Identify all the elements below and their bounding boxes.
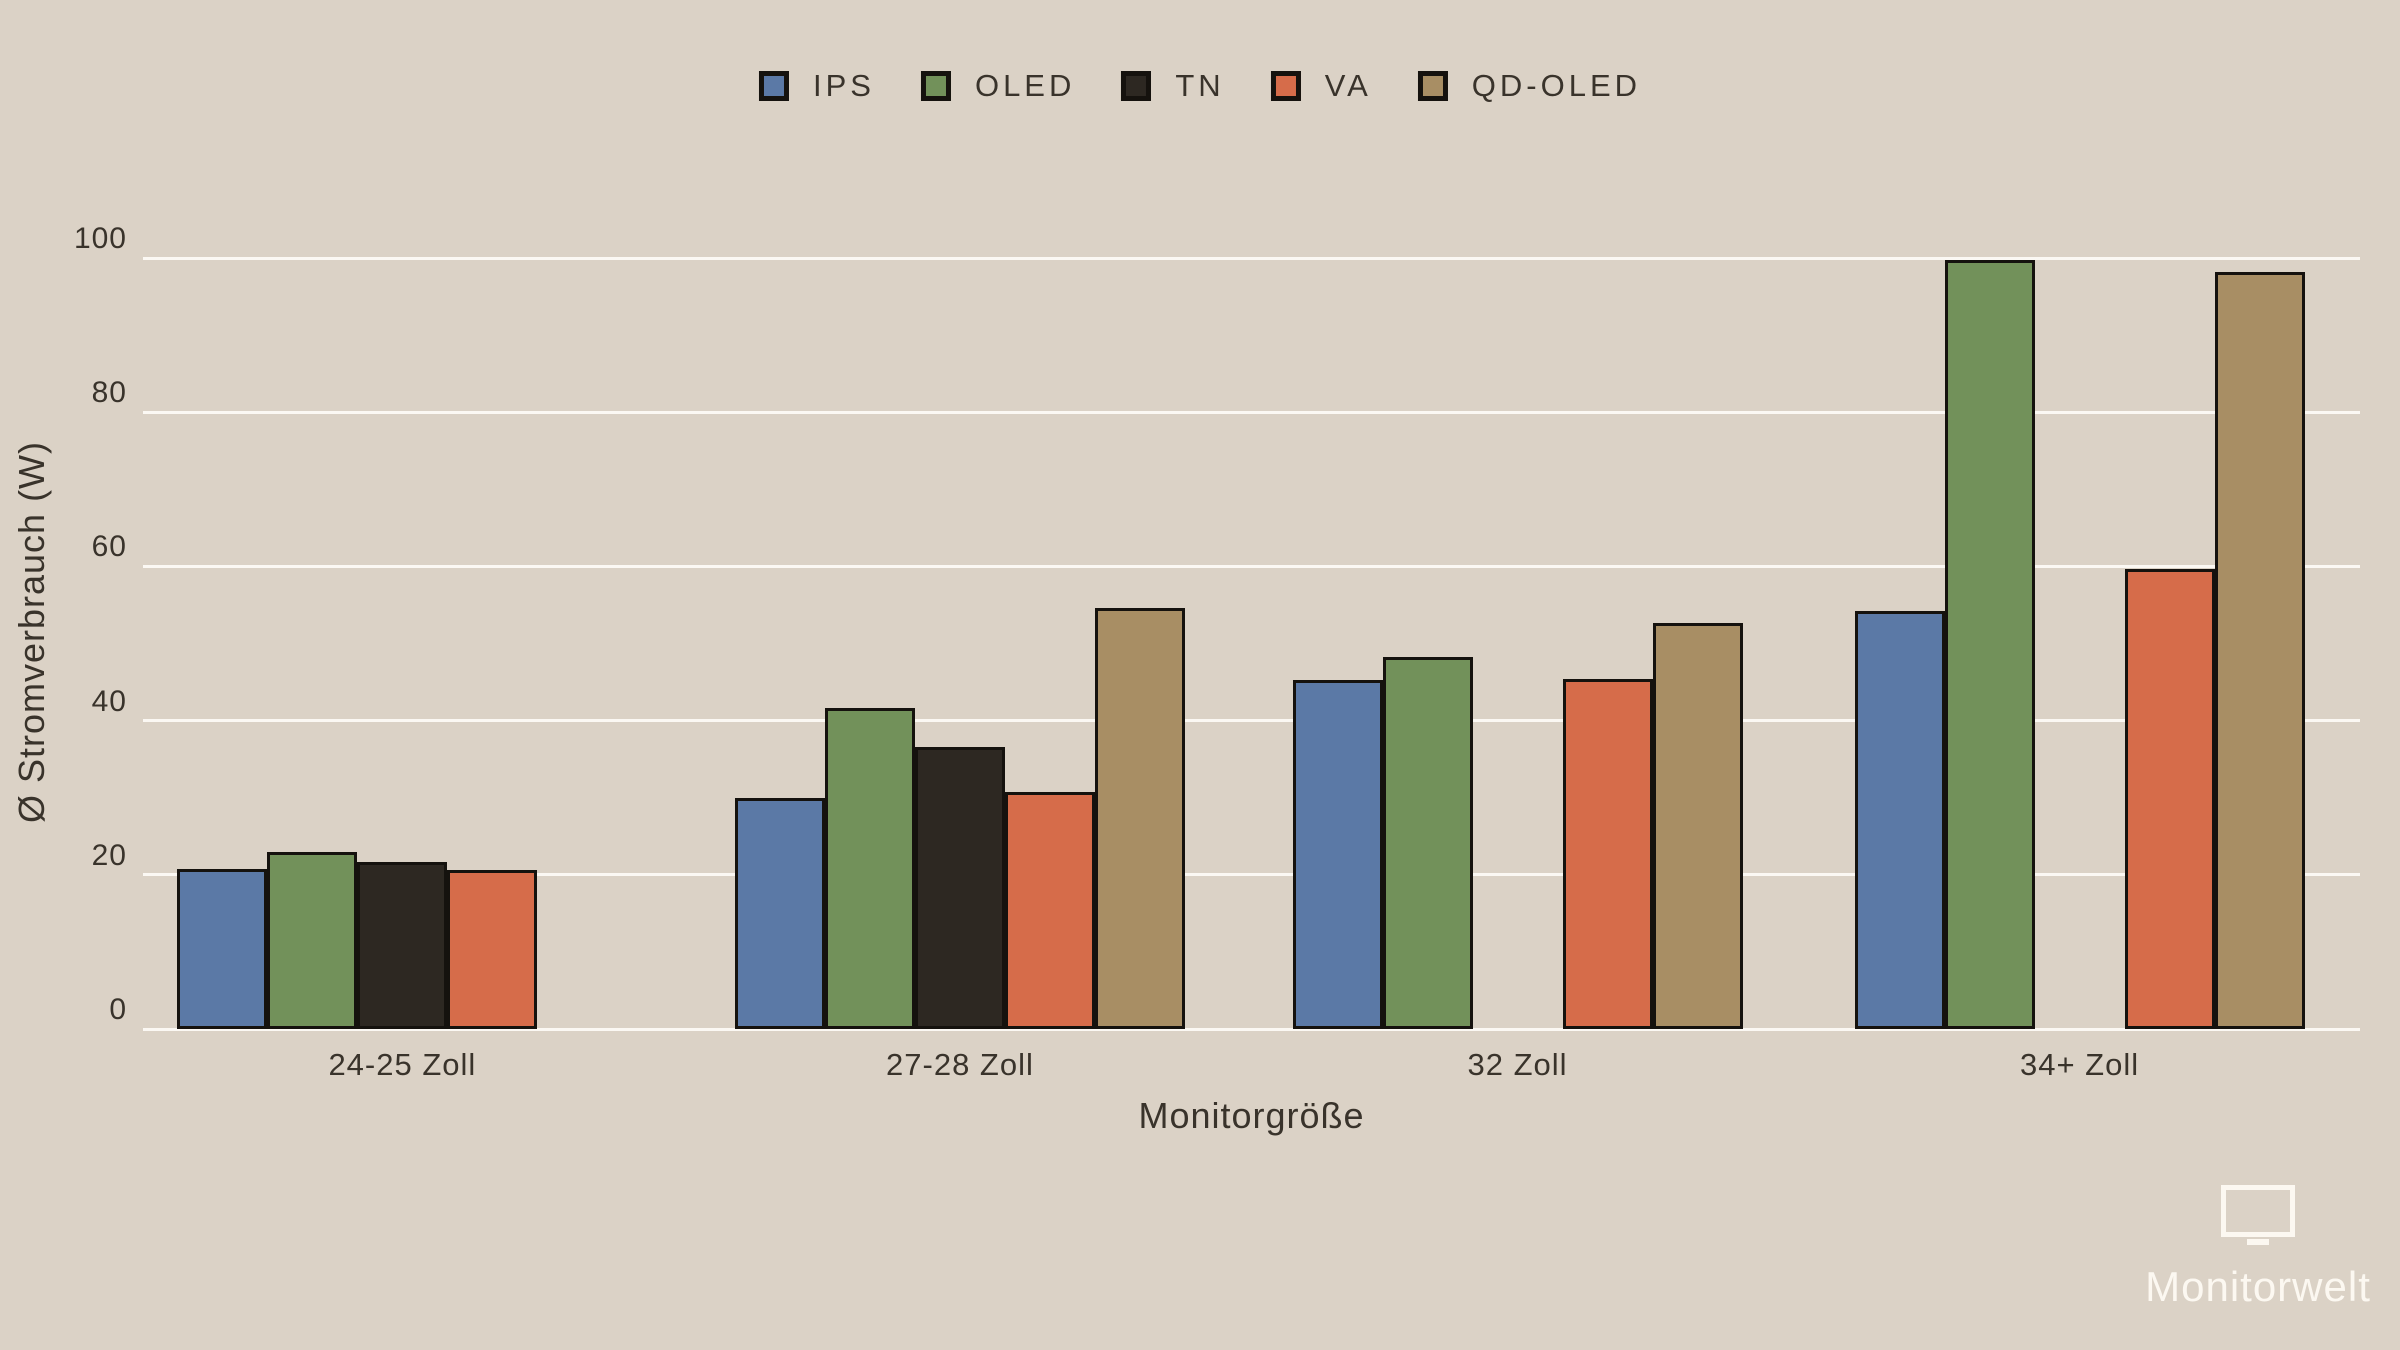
legend-label-qd-oled: QD-OLED — [1471, 68, 1642, 103]
x-tick-label-32-zoll: 32 Zoll — [1467, 1047, 1568, 1082]
legend-item-oled: OLED — [920, 68, 1076, 104]
gridline-100 — [143, 256, 2360, 260]
legend-label-tn: TN — [1175, 68, 1225, 103]
bar-va-27-28-zoll — [1004, 792, 1095, 1029]
legend-label-ips: IPS — [812, 68, 875, 103]
x-tick-label-27-28-zoll: 27-28 Zoll — [886, 1047, 1034, 1082]
bar-slot-va-24-25-zoll — [447, 258, 538, 1029]
gridline-40 — [143, 719, 2360, 723]
bar-ips-32-zoll — [1292, 679, 1383, 1029]
bar-oled-34-zoll — [1944, 259, 2035, 1029]
bar-slot-qd-oled-24-25-zoll — [537, 258, 627, 1029]
bar-slot-tn-24-25-zoll — [357, 258, 448, 1029]
bar-ips-34-zoll — [1854, 611, 1945, 1029]
bar-slot-va-27-28-zoll — [1004, 258, 1095, 1029]
y-tick-label-0: 0 — [109, 993, 127, 1026]
bar-oled-24-25-zoll — [267, 852, 358, 1029]
y-tick-label-60: 60 — [91, 530, 127, 564]
plot-area: Monitorgröße 0 20 40 60 80 100 24-25 Zoll 27-28… — [74, 222, 2360, 1136]
bar-slot-qd-oled-34-zoll — [2214, 258, 2305, 1029]
bar-slot-oled-27-28-zoll — [824, 258, 915, 1029]
legend-swatch-ips — [758, 71, 789, 101]
legend-label-oled: OLED — [974, 68, 1076, 103]
gridline-80 — [143, 410, 2360, 414]
gridline-0 — [143, 1027, 2360, 1031]
bar-oled-27-28-zoll — [824, 707, 915, 1029]
legend-item-tn: TN — [1121, 68, 1224, 104]
bar-ips-24-25-zoll — [177, 869, 268, 1029]
bar-group-24-25-zoll — [177, 258, 627, 1029]
brand-watermark: Monitorwelt — [2145, 1184, 2371, 1311]
gridline-20 — [143, 873, 2360, 877]
bar-slot-tn-32-zoll — [1473, 258, 1563, 1029]
x-axis-title: Monitorgröße — [1138, 1095, 1365, 1136]
bar-slot-oled-34-zoll — [1944, 258, 2035, 1029]
legend-swatch-oled — [920, 71, 951, 101]
bar-va-32-zoll — [1562, 678, 1653, 1029]
legend-swatch-tn — [1121, 71, 1152, 101]
bar-slot-va-32-zoll — [1562, 258, 1653, 1029]
bar-qd-oled-34-zoll — [2214, 271, 2305, 1029]
bar-slot-ips-32-zoll — [1292, 258, 1383, 1029]
y-tick-label-100: 100 — [73, 222, 127, 255]
bar-slot-ips-27-28-zoll — [734, 258, 825, 1029]
brand-name: Monitorwelt — [2145, 1263, 2371, 1310]
bar-group-27-28-zoll — [734, 258, 1186, 1029]
bar-slot-qd-oled-27-28-zoll — [1095, 258, 1186, 1029]
bar-slot-qd-oled-32-zoll — [1652, 258, 1743, 1029]
legend-item-ips: IPS — [758, 68, 875, 104]
bar-slot-tn-27-28-zoll — [914, 258, 1005, 1029]
bar-group-34-zoll — [1854, 258, 2305, 1029]
legend-label-va: VA — [1324, 68, 1372, 103]
y-axis-title: Ø Stromverbrauch (W) — [11, 440, 52, 824]
bar-ips-27-28-zoll — [734, 797, 825, 1029]
x-tick-label-34-zoll: 34+ Zoll — [2019, 1047, 2140, 1082]
bar-slot-ips-24-25-zoll — [177, 258, 268, 1029]
bar-oled-32-zoll — [1382, 656, 1473, 1029]
bar-slot-oled-32-zoll — [1382, 258, 1473, 1029]
bar-qd-oled-27-28-zoll — [1095, 608, 1186, 1029]
bar-va-34-zoll — [2124, 568, 2215, 1029]
bar-slot-oled-24-25-zoll — [267, 258, 358, 1029]
y-tick-label-20: 20 — [91, 838, 127, 872]
legend-swatch-qd-oled — [1417, 71, 1448, 101]
bar-slot-ips-34-zoll — [1854, 258, 1945, 1029]
x-tick-label-24-25-zoll: 24-25 Zoll — [328, 1047, 477, 1082]
chart-legend: IPS OLED TN VA QD-OLED — [758, 68, 1642, 104]
bar-slot-tn-34-zoll — [2035, 258, 2125, 1029]
bar-tn-24-25-zoll — [357, 862, 448, 1029]
legend-swatch-va — [1270, 71, 1301, 101]
bar-tn-27-28-zoll — [914, 746, 1005, 1029]
bar-group-32-zoll — [1292, 258, 1743, 1029]
bar-qd-oled-32-zoll — [1652, 623, 1743, 1029]
bar-va-24-25-zoll — [447, 870, 538, 1029]
legend-item-qd-oled: QD-OLED — [1417, 68, 1642, 104]
y-tick-label-40: 40 — [91, 684, 127, 718]
gridline-60 — [143, 564, 2360, 568]
y-tick-label-80: 80 — [91, 376, 127, 410]
bar-slot-va-34-zoll — [2124, 258, 2215, 1029]
monitor-icon — [2220, 1184, 2296, 1253]
legend-item-va: VA — [1270, 68, 1372, 104]
